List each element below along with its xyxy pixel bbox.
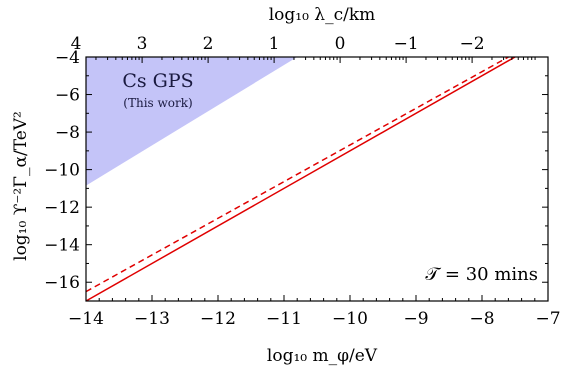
plot-frame <box>85 56 549 302</box>
top-axis-label: log₁₀ λ_c/km <box>269 5 376 25</box>
y-tick-label: −10 <box>44 161 80 181</box>
x-tick-label: −13 <box>134 309 170 329</box>
x-tick-label: −11 <box>266 309 302 329</box>
series-line-dashed <box>85 56 509 293</box>
series-layer <box>85 56 516 302</box>
y-tick-label: −16 <box>44 273 80 293</box>
region-sublabel: (This work) <box>123 96 192 110</box>
excluded-region-cs-gps <box>86 57 298 186</box>
y-axis-label: log₁₀ ϒ⁻²Γ_α/TeV² <box>11 111 31 261</box>
top-tick-label: −1 <box>394 34 419 54</box>
top-tick-label: 4 <box>71 34 82 54</box>
region-label: Cs GPS <box>122 70 193 92</box>
ticks-layer: −14 −13 −12 −11 −10 −9 −8 −7−16−14−12−10−8−6−44… <box>44 34 560 329</box>
x-tick-label: −14 <box>68 309 104 329</box>
x-tick-label: −8 <box>469 309 494 329</box>
y-tick-label: −4 <box>55 48 80 68</box>
duration-annotation: 𝒯 = 30 mins <box>425 264 538 285</box>
top-tick-label: 0 <box>335 34 346 54</box>
y-tick-label: −8 <box>55 123 80 143</box>
x-tick-label: −9 <box>403 309 428 329</box>
top-tick-label: 2 <box>203 34 214 54</box>
x-axis-label: log₁₀ m_φ/eV <box>267 346 378 366</box>
x-tick-label: −10 <box>332 309 368 329</box>
y-tick-label: −12 <box>44 198 80 218</box>
y-tick-label: −6 <box>55 86 80 106</box>
top-tick-label: 3 <box>137 34 148 54</box>
y-tick-label: −14 <box>44 236 80 256</box>
x-tick-label: −7 <box>535 309 560 329</box>
top-tick-label: 1 <box>269 34 280 54</box>
top-tick-label: −2 <box>460 34 485 54</box>
series-line-solid <box>85 56 516 302</box>
x-tick-label: −12 <box>200 309 236 329</box>
